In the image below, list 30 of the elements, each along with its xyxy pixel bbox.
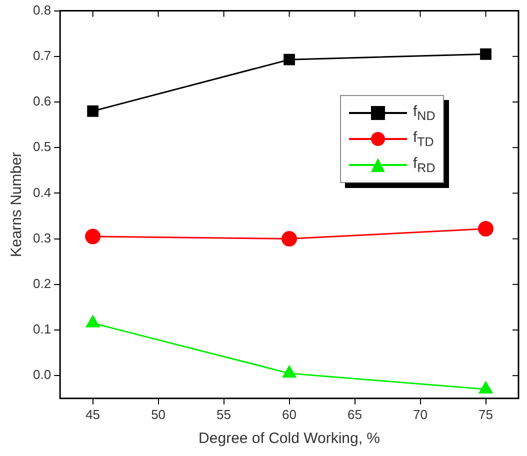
x-axis-title: Degree of Cold Working, % xyxy=(198,430,380,448)
point xyxy=(480,48,492,60)
y-tick-label: 0.5 xyxy=(32,139,52,154)
point xyxy=(282,366,296,378)
x-tick-label: 60 xyxy=(282,406,297,422)
point xyxy=(87,105,99,117)
point xyxy=(478,221,494,237)
point xyxy=(284,54,295,66)
y-tick-label: 0.2 xyxy=(32,276,52,291)
y-tick-label: 0.7 xyxy=(32,48,52,63)
y-axis-title: Kearns Number xyxy=(8,152,26,258)
x-tick-label: 65 xyxy=(348,406,362,422)
x-tick-label: 70 xyxy=(413,406,428,422)
y-tick-label: 0.6 xyxy=(32,94,52,109)
point xyxy=(282,231,298,247)
y-tick-label: 0.8 xyxy=(32,2,52,18)
y-tick-label: 0.3 xyxy=(32,230,52,246)
legend-label: f$_{RD}$ xyxy=(413,155,436,175)
point xyxy=(478,382,493,394)
x-tick-label: 45 xyxy=(86,406,100,422)
x-tick-label: 75 xyxy=(478,406,493,422)
x-tick-label: 50 xyxy=(151,406,166,422)
y-tick-label: 0.1 xyxy=(32,322,52,337)
y-tick-label: 0.4 xyxy=(32,184,52,200)
legend-label: f$_{TD}$ xyxy=(413,129,434,149)
legend-label: f$_{ND}$ xyxy=(413,103,436,123)
point xyxy=(85,228,101,244)
point xyxy=(86,315,100,328)
x-tick-label: 55 xyxy=(216,406,232,422)
y-tick-label: 0.0 xyxy=(32,367,52,382)
